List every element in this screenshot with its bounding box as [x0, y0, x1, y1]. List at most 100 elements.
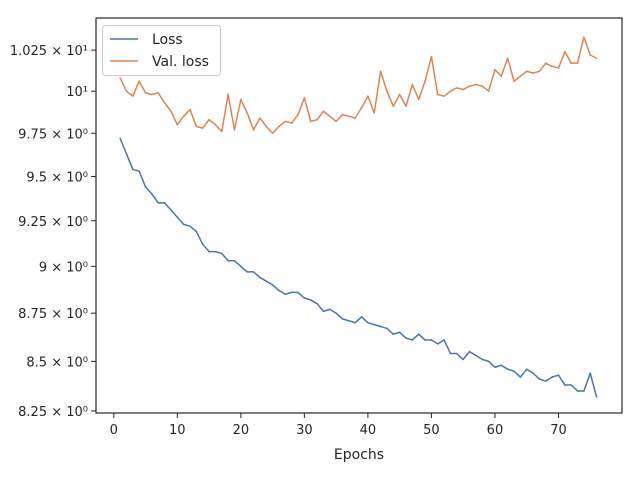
data-point — [468, 350, 471, 353]
data-point — [544, 62, 547, 64]
data-point — [576, 390, 579, 392]
data-point — [570, 62, 572, 64]
data-point — [456, 352, 458, 355]
data-point — [138, 170, 140, 173]
data-point — [240, 265, 242, 268]
x-axis-label: Epochs — [334, 447, 384, 463]
data-point — [170, 209, 172, 211]
data-point — [379, 70, 382, 73]
data-point — [208, 250, 210, 253]
data-point — [189, 225, 191, 227]
data-point — [411, 339, 414, 341]
x-tick-label: 10 — [169, 423, 186, 438]
data-point — [405, 337, 407, 339]
data-point — [265, 125, 268, 128]
y-axis-ticks: 8.25 × 10⁰ 8.5 × 10⁰ 8.75 × 10⁰ 9 × 10⁰ 9.25… — [10, 44, 96, 420]
data-point — [309, 299, 312, 301]
y-tick-label: 9.75 × 10⁰ — [18, 127, 88, 142]
x-tick-label: 70 — [550, 423, 567, 438]
y-tick-label: 9.25 × 10⁰ — [18, 215, 88, 230]
series-line-1 — [119, 36, 597, 135]
data-point — [309, 120, 312, 123]
plot-area — [95, 17, 623, 414]
data-point — [449, 352, 452, 355]
data-point — [316, 302, 318, 305]
data-point — [284, 293, 287, 296]
data-point — [303, 97, 306, 99]
data-point — [525, 368, 528, 371]
data-point — [322, 310, 325, 313]
data-point — [163, 102, 166, 104]
data-point — [233, 129, 236, 131]
data-point — [252, 129, 255, 131]
data-point — [138, 80, 140, 83]
data-point — [367, 95, 369, 97]
data-point — [233, 260, 236, 262]
data-point — [119, 77, 121, 79]
data-point — [430, 339, 433, 341]
data-point — [449, 90, 452, 92]
data-point — [303, 297, 306, 299]
data-point — [354, 117, 356, 119]
data-point — [214, 123, 217, 126]
x-tick-label: 20 — [233, 423, 250, 438]
data-point — [519, 75, 522, 78]
data-point — [538, 70, 541, 73]
data-point — [278, 125, 280, 128]
data-point — [341, 318, 344, 320]
legend: Loss Val. loss — [102, 25, 221, 76]
data-point — [335, 120, 337, 123]
data-point — [144, 92, 147, 94]
x-tick-label: 30 — [296, 423, 313, 438]
data-point — [290, 122, 293, 124]
data-point — [265, 280, 268, 282]
data-point — [506, 57, 509, 60]
data-point — [595, 396, 598, 398]
data-point — [373, 112, 376, 114]
x-axis-ticks: 0 10 20 30 40 50 60 70 — [110, 413, 567, 438]
data-point — [392, 105, 395, 108]
data-point — [328, 115, 331, 118]
data-point — [227, 93, 229, 96]
data-point — [386, 327, 388, 330]
data-point — [214, 250, 217, 253]
data-point — [316, 118, 318, 121]
data-point — [500, 364, 503, 367]
data-point — [246, 112, 248, 114]
data-point — [240, 98, 242, 101]
data-point — [398, 93, 401, 96]
x-tick-label: 50 — [423, 423, 440, 438]
data-point — [436, 93, 439, 96]
data-point — [468, 85, 471, 87]
data-point — [456, 87, 458, 89]
data-point — [208, 118, 210, 121]
y-tick-label: 9 × 10⁰ — [39, 260, 88, 275]
data-point — [595, 57, 598, 60]
data-point — [500, 75, 503, 78]
y-tick-label: 10¹ — [66, 85, 88, 100]
data-point — [125, 153, 128, 155]
data-point — [360, 107, 363, 109]
data-point — [201, 243, 204, 246]
data-point — [519, 376, 522, 378]
data-point — [271, 132, 274, 135]
data-point — [475, 354, 477, 357]
data-point — [195, 125, 198, 128]
data-point — [436, 343, 439, 345]
y-tick-label: 8.75 × 10⁰ — [18, 307, 88, 322]
data-point — [182, 115, 185, 118]
data-point — [564, 384, 566, 386]
data-point — [513, 370, 515, 372]
data-point — [290, 291, 293, 294]
data-point — [405, 105, 407, 108]
data-point — [494, 366, 496, 369]
x-tick-label: 60 — [487, 423, 504, 438]
data-point — [564, 50, 566, 53]
y-tick-label: 1.025 × 10¹ — [10, 44, 88, 59]
data-point — [475, 83, 477, 86]
data-point — [220, 130, 223, 133]
data-point — [176, 216, 179, 218]
data-point — [259, 117, 261, 119]
data-point — [481, 358, 484, 361]
data-point — [589, 54, 592, 56]
